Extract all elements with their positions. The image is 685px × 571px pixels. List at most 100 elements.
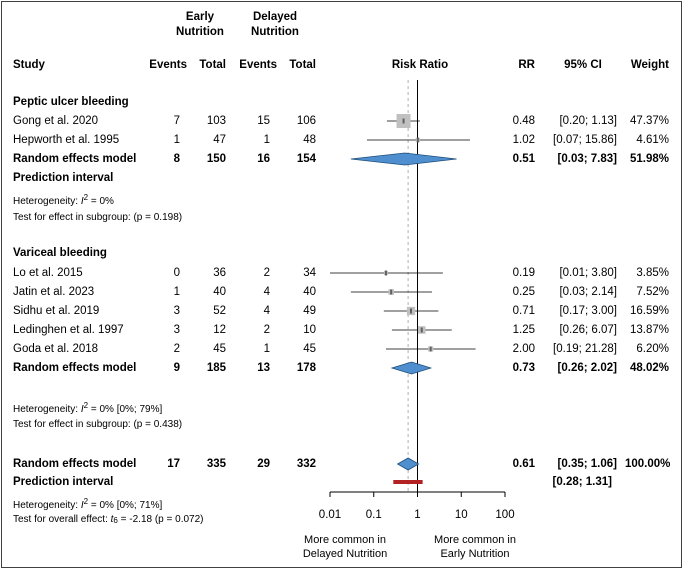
total-early: 36 (213, 267, 226, 279)
events-delayed: 16 (257, 153, 270, 165)
total-early: 185 (206, 362, 226, 374)
x-axis-tick-label: 100 (495, 509, 514, 521)
header-early-group: Early Nutrition (176, 11, 224, 38)
model-name: Random effects model (13, 153, 137, 165)
header-study: Study (13, 59, 45, 71)
weight-value: 13.87% (629, 324, 669, 336)
header-total-delayed: Total (289, 59, 316, 71)
events-early: 17 (167, 458, 180, 470)
study-name: Ledinghen et al. 1997 (13, 324, 124, 336)
events-delayed: 29 (257, 458, 270, 470)
events-early: 7 (173, 115, 180, 127)
header-rr: RR (518, 59, 535, 71)
ci-value: [0.26; 2.02] (557, 362, 617, 374)
ci-value: [0.20; 1.13] (559, 115, 617, 127)
events-delayed: 15 (257, 115, 270, 127)
weight-value: 100.00% (625, 458, 671, 470)
total-delayed: 34 (303, 267, 316, 279)
events-early: 2 (173, 343, 180, 355)
total-delayed: 154 (296, 153, 316, 165)
study-name: Hepworth et al. 1995 (13, 134, 120, 146)
subgroup-test-text: Test for effect in subgroup: (p = 0.198) (13, 212, 183, 223)
total-early: 40 (213, 286, 226, 298)
axis-right-label: More common in Early Nutrition (434, 534, 516, 560)
events-early: 3 (173, 305, 180, 317)
prediction-interval-ci: [0.28; 1.31] (552, 476, 612, 488)
study-name: Lo et al. 2015 (13, 267, 83, 279)
total-early: 12 (213, 324, 226, 336)
header-ci: 95% CI (564, 59, 602, 71)
study-name: Goda et al. 2018 (13, 343, 99, 355)
events-delayed: 13 (257, 362, 270, 374)
events-early: 9 (173, 362, 180, 374)
events-delayed: 4 (263, 305, 270, 317)
events-delayed: 4 (263, 286, 270, 298)
point-estimate (429, 346, 432, 352)
events-early: 3 (173, 324, 180, 336)
subgroup-test-text: Test for effect in subgroup: (p = 0.438) (13, 419, 183, 430)
ci-value: [0.03; 7.83] (557, 153, 617, 165)
weight-value: 51.98% (629, 153, 669, 165)
study-name: Gong et al. 2020 (13, 115, 99, 127)
ci-value: [0.35; 1.06] (557, 458, 617, 470)
weight-value: 47.37% (629, 115, 669, 127)
events-delayed: 1 (263, 134, 270, 146)
total-delayed: 49 (303, 305, 316, 317)
subgroup-title-variceal: Variceal bleeding (13, 247, 107, 259)
prediction-interval-label: Prediction interval (13, 476, 114, 488)
events-early: 0 (173, 267, 180, 279)
pooled-diamond (390, 361, 433, 375)
axis-left-label: More common in Delayed Nutrition (302, 534, 388, 560)
total-early: 150 (206, 153, 226, 165)
x-axis-tick-label: 0.01 (319, 509, 341, 521)
events-early: 1 (173, 286, 180, 298)
header-risk-ratio: Risk Ratio (391, 59, 449, 71)
rr-value: 2.00 (512, 343, 535, 355)
prediction-interval-bar (393, 480, 423, 484)
prediction-interval-label: Prediction interval (13, 172, 114, 184)
subgroup-title-peptic: Peptic ulcer bleeding (13, 96, 129, 108)
weight-value: 48.02% (629, 362, 669, 374)
total-delayed: 10 (303, 324, 316, 336)
ci-value: [0.17; 3.00] (559, 305, 617, 317)
total-early: 45 (213, 343, 226, 355)
total-delayed: 45 (303, 343, 316, 355)
total-early: 52 (213, 305, 226, 317)
rr-value: 1.02 (512, 134, 535, 146)
x-axis-tick-label: 0.1 (366, 509, 382, 521)
ci-value: [0.01; 3.80] (559, 267, 617, 279)
rr-value: 0.51 (512, 153, 535, 165)
events-early: 8 (173, 153, 180, 165)
point-estimate (409, 308, 412, 314)
study-name: Sidhu et al. 2019 (13, 305, 100, 317)
point-estimate (402, 118, 405, 124)
events-delayed: 1 (263, 343, 270, 355)
weight-value: 6.20% (636, 343, 669, 355)
weight-value: 7.52% (636, 286, 669, 298)
weight-value: 16.59% (629, 305, 669, 317)
pooled-diamond (350, 152, 457, 166)
total-delayed: 106 (296, 115, 316, 127)
heterogeneity-text: Heterogeneity: I2 = 0% [0%; 71%] (13, 497, 163, 511)
rr-value: 0.71 (512, 305, 535, 317)
events-delayed: 2 (263, 267, 270, 279)
total-delayed: 178 (296, 362, 316, 374)
total-early: 47 (213, 134, 226, 146)
overall-test-text: Test for overall effect: t6 = -2.18 (p =… (13, 514, 204, 525)
events-delayed: 2 (263, 324, 270, 336)
weight-value: 4.61% (636, 134, 669, 146)
x-axis-tick-label: 10 (455, 509, 468, 521)
header-events-delayed: Events (239, 59, 277, 71)
total-delayed: 40 (303, 286, 316, 298)
total-delayed: 48 (303, 134, 316, 146)
rr-value: 0.48 (512, 115, 535, 127)
total-early: 103 (206, 115, 226, 127)
header-total-early: Total (199, 59, 226, 71)
point-estimate (420, 327, 423, 333)
ci-value: [0.07; 15.86] (553, 134, 617, 146)
x-axis-tick-label: 1 (414, 509, 420, 521)
total-early: 335 (206, 458, 226, 470)
point-estimate (416, 137, 419, 143)
